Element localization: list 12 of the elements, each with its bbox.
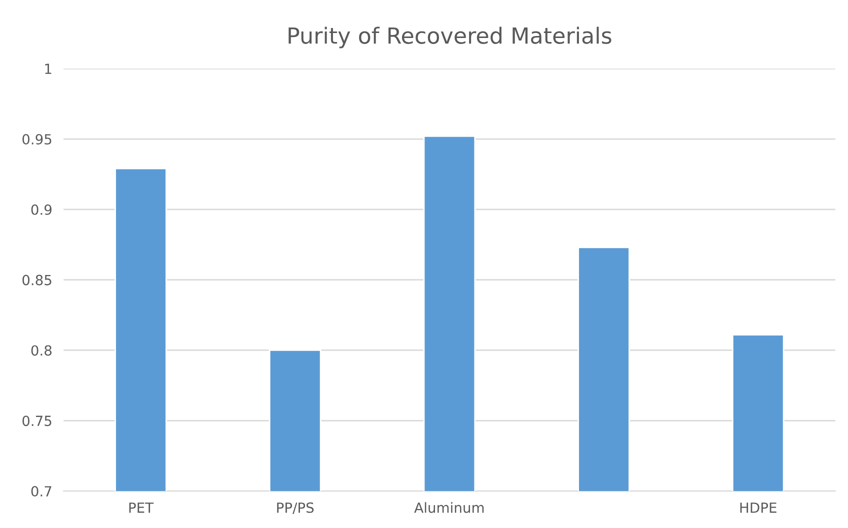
chart-title: Purity of Recovered Materials bbox=[288, 26, 612, 48]
y-tick-label: 0.75 bbox=[22, 416, 52, 426]
x-tick-label: Aluminum bbox=[414, 502, 484, 513]
y-tick-label: 0.8 bbox=[31, 345, 52, 356]
y-tick-label: 0.9 bbox=[31, 204, 52, 215]
y-tick-label: 0.7 bbox=[31, 486, 52, 497]
x-tick-label: PP/PS bbox=[277, 502, 314, 514]
y-tick-label: 0.85 bbox=[22, 274, 52, 286]
x-tick-label: PET bbox=[129, 502, 154, 513]
x-tick-label: HDPE bbox=[740, 502, 776, 513]
y-tick-label: 1 bbox=[45, 64, 52, 74]
y-tick-label: 0.95 bbox=[22, 134, 52, 145]
